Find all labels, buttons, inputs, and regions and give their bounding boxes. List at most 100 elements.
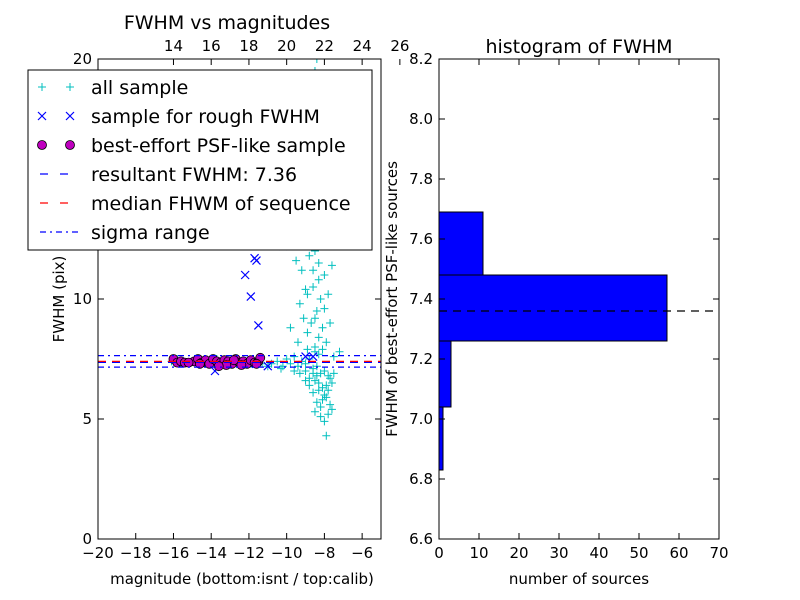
series-0-point-137 [303, 345, 312, 354]
hist-x-tick-label-7: 70 [709, 544, 728, 562]
series-0-point-11 [312, 362, 321, 371]
series-0-point-8 [301, 359, 310, 368]
scatter-panel: FWHM vs magnitudes 14 16 18 20 22 24 26 −20 −18… [27, 12, 409, 588]
series-0-point-131 [327, 379, 336, 387]
histogram-bars [438, 211, 668, 471]
legend-marker-2-b [65, 140, 75, 150]
top-tick-label-2: 18 [239, 37, 258, 55]
series-0-point-79 [299, 314, 308, 323]
series-0-point-80 [295, 299, 304, 308]
legend-label-1: sample for rough FWHM [91, 106, 320, 128]
series-0-point-126 [309, 388, 318, 397]
series-0-point-81 [301, 285, 310, 294]
series-0-point-98 [322, 338, 331, 347]
hist-y-tick-label-7: 8.0 [409, 110, 433, 128]
hist-y-tick-label-0: 6.6 [409, 530, 433, 548]
scatter-title: FWHM vs magnitudes [124, 12, 330, 34]
series-0-point-123 [312, 398, 321, 407]
series-0-point-139 [286, 323, 295, 332]
histogram-x-ticks: 0 10 20 30 40 50 60 70 [434, 59, 729, 562]
series-0-point-128 [301, 376, 310, 385]
series-0-point-30 [301, 367, 310, 375]
series-0-point-110 [314, 275, 323, 284]
series-0-point-108 [309, 266, 318, 275]
legend-marker-0-a [38, 83, 46, 91]
series-0-point-77 [312, 59, 321, 63]
hist-y-tick-label-6: 7.8 [409, 170, 433, 188]
series-0-point-6 [293, 362, 302, 371]
series-0-point-1 [273, 357, 282, 366]
legend-marker-1-b [65, 111, 75, 121]
scatter-y-label: FWHM (pix) [50, 256, 68, 343]
hist-y-tick-label-2: 7.0 [409, 410, 433, 428]
legend-entry-0: all sample [38, 77, 188, 99]
legend-marker-0-b [66, 83, 74, 91]
x-tick-label-0: −20 [82, 544, 114, 562]
histogram-bar-0 [438, 406, 444, 471]
hist-y-tick-label-3: 7.2 [409, 350, 433, 368]
series-0-point-54 [318, 323, 327, 332]
top-tick-label-6: 26 [390, 37, 409, 55]
series-0-point-127 [305, 381, 314, 390]
histogram-bar-3 [438, 211, 484, 276]
series-0-point-122 [322, 393, 331, 402]
series-0-point-33 [277, 364, 286, 373]
y-tick-label-1: 5 [82, 410, 92, 428]
series-0-point-82 [297, 266, 306, 275]
hist-x-tick-label-4: 40 [589, 544, 608, 562]
series-0-point-78 [303, 328, 312, 337]
top-tick-label-0: 14 [164, 37, 183, 55]
legend-label-2: best-effort PSF-like sample [91, 135, 346, 157]
series-0-point-112 [310, 314, 319, 323]
x-tick-label-3: −14 [195, 544, 227, 562]
series-1-point-2 [252, 256, 261, 266]
histogram-bar-2 [438, 274, 668, 342]
series-0-point-57 [316, 295, 325, 303]
legend-entry-4: median FHWM of sequence [40, 193, 351, 215]
legend-marker-1-a [37, 111, 47, 121]
series-2-point-29 [228, 355, 239, 366]
series-0-point-28 [309, 369, 318, 378]
series-0-point-56 [312, 307, 321, 315]
series-0-point-60 [314, 259, 323, 267]
hist-x-tick-label-5: 50 [629, 544, 648, 562]
series-0-point-125 [326, 374, 335, 383]
legend-label-5: sigma range [91, 222, 210, 244]
series-0-point-83 [305, 251, 314, 260]
series-0-point-4 [286, 359, 295, 368]
series-0-point-16 [335, 347, 344, 356]
hist-y-tick-label-1: 6.8 [409, 470, 433, 488]
legend-entry-2: best-effort PSF-like sample [37, 135, 346, 157]
x-tick-label-5: −10 [271, 544, 303, 562]
top-tick-label-1: 16 [202, 37, 221, 55]
histogram-panel: histogram of FWHM 0 10 20 30 40 50 60 70 6.6 6.8… [383, 36, 729, 588]
top-tick-label-5: 24 [353, 37, 372, 55]
series-0-point-99 [326, 319, 335, 327]
series-0-point-118 [303, 290, 312, 299]
series-0-point-138 [293, 338, 302, 347]
legend-label-0: all sample [91, 77, 188, 99]
hist-x-tick-label-6: 60 [669, 544, 688, 562]
series-0-point-15 [329, 352, 338, 361]
hist-x-tick-label-0: 0 [434, 544, 444, 562]
series-0-point-22 [326, 400, 335, 409]
series-0-point-58 [309, 283, 318, 291]
legend-entry-1: sample for rough FWHM [37, 106, 320, 128]
series-0-point-59 [320, 271, 329, 279]
x-tick-label-1: −18 [120, 544, 152, 562]
series-0-point-27 [324, 386, 333, 395]
hist-x-tick-label-3: 30 [549, 544, 568, 562]
legend-box [27, 69, 373, 251]
legend-entry-5: sigma range [40, 222, 210, 244]
x-tick-label-4: −12 [233, 544, 265, 562]
series-0-point-31 [295, 369, 304, 378]
hist-y-tick-label-5: 7.6 [409, 230, 433, 248]
series-0-point-55 [307, 319, 316, 327]
histogram-title: histogram of FWHM [485, 36, 672, 58]
series-0-point-5 [290, 352, 299, 361]
series-0-point-105 [320, 304, 329, 313]
scatter-x-label: magnitude (bottom:isnt / top:calib) [110, 570, 374, 588]
series-0-point-23 [327, 405, 336, 414]
series-0-point-132 [324, 410, 333, 419]
hist-y-tick-label-4: 7.4 [409, 290, 433, 308]
